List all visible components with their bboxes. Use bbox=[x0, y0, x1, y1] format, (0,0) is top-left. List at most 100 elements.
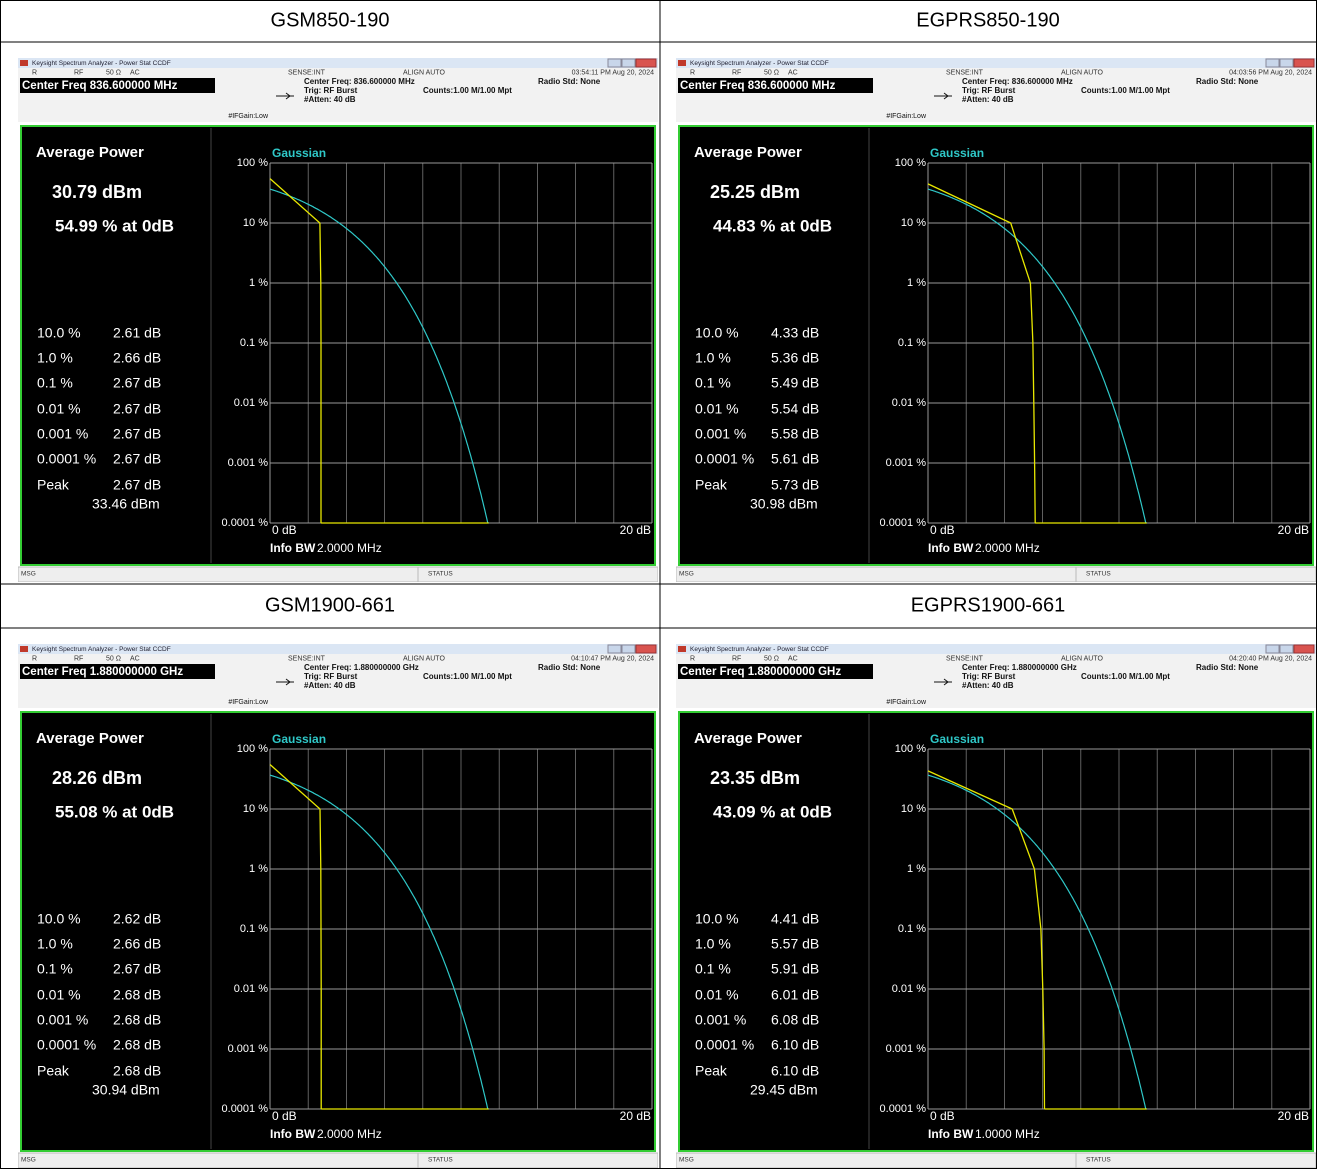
peak-power: 29.45 dBm bbox=[750, 1082, 818, 1098]
settings-header bbox=[18, 68, 658, 122]
maximize-button bbox=[621, 644, 636, 654]
window-title: Keysight Spectrum Analyzer - Power Stat … bbox=[690, 646, 829, 653]
info-bw: 2.0000 MHz bbox=[317, 541, 382, 555]
trigger-arrow bbox=[276, 92, 294, 100]
app-icon bbox=[20, 60, 28, 66]
y-tick-label: 0.001 % bbox=[886, 1043, 927, 1055]
trace-label: Gaussian bbox=[930, 146, 984, 160]
title-bar bbox=[18, 644, 658, 654]
close-button bbox=[1293, 644, 1315, 654]
window-title: Keysight Spectrum Analyzer - Power Stat … bbox=[32, 60, 171, 67]
ccdf-level: 0.1 % bbox=[695, 375, 731, 391]
settings-header bbox=[18, 654, 658, 708]
x-tick-label: 20 dB bbox=[1278, 1109, 1309, 1123]
average-power: 30.79 dBm bbox=[52, 182, 142, 202]
ccdf-level: 10.0 % bbox=[695, 325, 739, 341]
ccdf-level: 10.0 % bbox=[37, 911, 81, 927]
x-tick-label: 0 dB bbox=[930, 1109, 955, 1123]
peak-value: 2.68 dB bbox=[113, 1063, 161, 1079]
center-freq-box bbox=[678, 78, 873, 93]
center-freq-box bbox=[20, 78, 215, 93]
ccdf-trace bbox=[269, 178, 322, 523]
info-bw: 2.0000 MHz bbox=[317, 1127, 382, 1141]
status-field: SENSE:INT bbox=[946, 69, 984, 76]
average-power-label: Average Power bbox=[694, 144, 802, 161]
ccdf-value: 5.57 dB bbox=[771, 936, 819, 952]
ccdf-value: 5.49 dB bbox=[771, 375, 819, 391]
close-button bbox=[635, 58, 657, 68]
y-tick-label: 0.1 % bbox=[898, 337, 926, 349]
center-freq-box bbox=[20, 664, 215, 679]
y-tick-label: 0.001 % bbox=[228, 457, 269, 469]
status-field: 50 Ω bbox=[764, 69, 779, 76]
minimize-button bbox=[607, 58, 622, 68]
analyzer-screenshot: Keysight Spectrum Analyzer - Power Stat … bbox=[18, 58, 658, 582]
if-gain: #IFGain:Low bbox=[228, 113, 269, 120]
counts: Counts:1.00 M/1.00 Mpt bbox=[423, 86, 512, 95]
peak-power: 33.46 dBm bbox=[92, 496, 160, 512]
timestamp: 03:54:11 PM Aug 20, 2024 bbox=[572, 69, 654, 76]
ccdf-level: 0.01 % bbox=[37, 987, 81, 1003]
app-icon bbox=[678, 60, 686, 66]
y-tick-label: 0.1 % bbox=[240, 923, 268, 935]
y-tick-label: 0.001 % bbox=[886, 457, 927, 469]
x-tick-label: 20 dB bbox=[620, 523, 651, 537]
ccdf-value: 2.68 dB bbox=[113, 1037, 161, 1053]
measurement-frame bbox=[678, 125, 1314, 566]
percent-at-0db: 44.83 % at 0dB bbox=[713, 216, 832, 235]
analyzer-screenshot: Keysight Spectrum Analyzer - Power Stat … bbox=[676, 58, 1316, 582]
settings-header bbox=[676, 68, 1316, 122]
status-field: R bbox=[690, 655, 695, 662]
ccdf-value: 2.67 dB bbox=[113, 375, 161, 391]
ccdf-level: 1.0 % bbox=[695, 350, 731, 366]
average-power-label: Average Power bbox=[694, 730, 802, 747]
info-bw: 1.0000 MHz bbox=[975, 1127, 1040, 1141]
status-field: RF bbox=[732, 69, 741, 76]
ccdf-value: 6.08 dB bbox=[771, 1012, 819, 1028]
ccdf-value: 5.91 dB bbox=[771, 961, 819, 977]
message-label: MSG bbox=[21, 1157, 36, 1164]
ccdf-value: 2.68 dB bbox=[113, 987, 161, 1003]
peak-value: 5.73 dB bbox=[771, 477, 819, 493]
status-field: ALIGN AUTO bbox=[1061, 69, 1103, 76]
x-tick-label: 0 dB bbox=[272, 523, 297, 537]
trace-label: Gaussian bbox=[272, 732, 326, 746]
info-bw-label: Info BW bbox=[270, 541, 316, 555]
maximize-button bbox=[621, 58, 636, 68]
peak-power: 30.94 dBm bbox=[92, 1082, 160, 1098]
ccdf-value: 4.33 dB bbox=[771, 325, 819, 341]
trace-label: Gaussian bbox=[930, 732, 984, 746]
trigger: Trig: RF Burst bbox=[962, 672, 1016, 681]
ccdf-value: 2.66 dB bbox=[113, 936, 161, 952]
app-icon bbox=[678, 646, 686, 652]
percent-at-0db: 43.09 % at 0dB bbox=[713, 802, 832, 821]
center-freq: Center Freq: 1.880000000 GHz bbox=[304, 663, 419, 672]
title-bar bbox=[676, 644, 1316, 654]
average-power: 28.26 dBm bbox=[52, 768, 142, 788]
trigger: Trig: RF Burst bbox=[304, 672, 358, 681]
percent-at-0db: 54.99 % at 0dB bbox=[55, 216, 174, 235]
status-field: AC bbox=[130, 655, 140, 662]
center-freq-box-text: Center Freq 1.880000000 GHz bbox=[22, 666, 183, 678]
ccdf-level: 0.001 % bbox=[37, 426, 88, 442]
peak-label: Peak bbox=[37, 1063, 70, 1079]
counts: Counts:1.00 M/1.00 Mpt bbox=[423, 672, 512, 681]
radio-standard: Radio Std: None bbox=[1196, 77, 1259, 86]
y-tick-label: 10 % bbox=[901, 803, 926, 815]
y-tick-label: 10 % bbox=[243, 217, 268, 229]
center-freq-box bbox=[678, 664, 873, 679]
percent-at-0db: 55.08 % at 0dB bbox=[55, 802, 174, 821]
x-tick-label: 20 dB bbox=[1278, 523, 1309, 537]
y-tick-label: 0.0001 % bbox=[880, 1103, 927, 1115]
panel-caption: EGPRS1900-661 bbox=[911, 594, 1066, 616]
ccdf-value: 4.41 dB bbox=[771, 911, 819, 927]
minimize-button bbox=[607, 644, 622, 654]
center-freq: Center Freq: 1.880000000 GHz bbox=[962, 663, 1077, 672]
status-label: STATUS bbox=[428, 571, 453, 578]
status-field: RF bbox=[74, 69, 83, 76]
status-field: AC bbox=[788, 655, 798, 662]
x-tick-label: 0 dB bbox=[930, 523, 955, 537]
y-tick-label: 10 % bbox=[901, 217, 926, 229]
trigger: Trig: RF Burst bbox=[962, 86, 1016, 95]
y-tick-label: 100 % bbox=[895, 157, 926, 169]
